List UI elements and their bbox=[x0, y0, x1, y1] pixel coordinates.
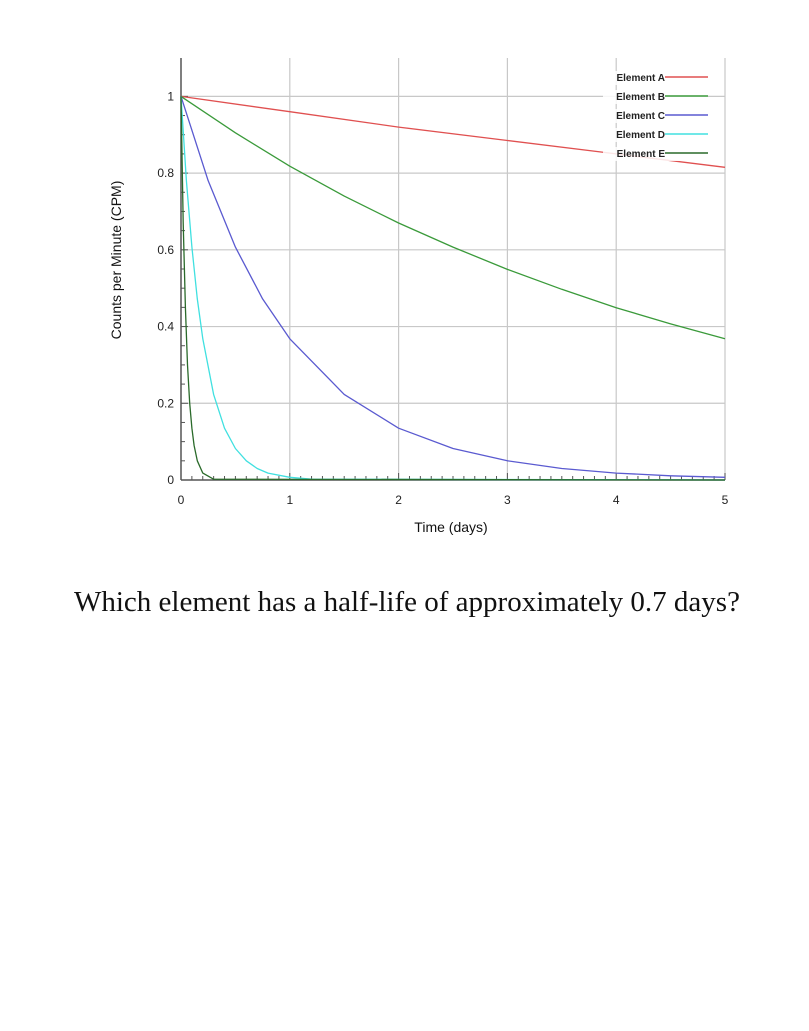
legend-bg bbox=[603, 147, 708, 161]
legend-bg bbox=[603, 109, 708, 123]
legend-bg bbox=[603, 90, 708, 104]
y-tick-label: 0.8 bbox=[157, 166, 174, 180]
x-tick-label: 1 bbox=[286, 493, 293, 507]
legend-bg bbox=[603, 128, 708, 142]
legend: Element A Element B Element C Element D Elem… bbox=[603, 71, 708, 161]
x-tick-label: 2 bbox=[395, 493, 402, 507]
y-axis-title: Counts per Minute (CPM) bbox=[108, 181, 124, 340]
x-tick-label: 3 bbox=[504, 493, 511, 507]
series-line-element-c bbox=[180, 96, 726, 478]
y-tick-label: 0 bbox=[167, 473, 174, 487]
x-tick-label: 0 bbox=[178, 493, 185, 507]
legend-label: Element C bbox=[616, 111, 665, 122]
legend-bg bbox=[603, 71, 708, 85]
y-tick-label: 0.4 bbox=[157, 320, 174, 334]
x-tick-label: 4 bbox=[613, 493, 620, 507]
series-line-element-d bbox=[180, 96, 726, 481]
legend-label: Element A bbox=[616, 73, 665, 84]
y-tick-label: 0.2 bbox=[157, 396, 174, 410]
x-axis-title: Time (days) bbox=[414, 519, 487, 535]
series-line-element-b bbox=[180, 95, 726, 340]
y-tick-label: 1 bbox=[167, 89, 174, 103]
question-text: Which element has a half-life of approxi… bbox=[74, 586, 740, 618]
legend-label: Element E bbox=[617, 149, 666, 160]
tick-labels: 0 1 2 3 4 5 0 0.2 0.4 0.6 0.8 1 bbox=[157, 89, 728, 507]
legend-label: Element B bbox=[616, 92, 665, 103]
series-line-element-e bbox=[180, 96, 726, 481]
y-tick-label: 0.6 bbox=[157, 243, 174, 257]
legend-label: Element D bbox=[616, 130, 665, 141]
x-tick-label: 5 bbox=[722, 493, 729, 507]
